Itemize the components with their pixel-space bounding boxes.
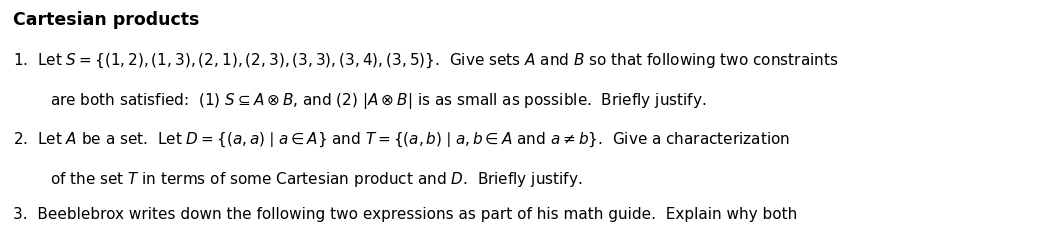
Text: 2.  Let $A$ be a set.  Let $D = \{(a,a) \mid a \in A\}$ and $T = \{(a,b) \mid a,: 2. Let $A$ be a set. Let $D = \{(a,a) \m… xyxy=(13,130,790,149)
Text: of the set $T$ in terms of some Cartesian product and $D$.  Briefly justify.: of the set $T$ in terms of some Cartesia… xyxy=(50,170,583,189)
Text: 3.  Beeblebrox writes down the following two expressions as part of his math gui: 3. Beeblebrox writes down the following … xyxy=(13,207,797,222)
Text: are both satisfied:  (1) $S \subseteq A \otimes B$, and (2) $|A \otimes B|$ is a: are both satisfied: (1) $S \subseteq A \… xyxy=(50,91,707,111)
Text: Cartesian products: Cartesian products xyxy=(13,11,199,29)
Text: 1.  Let $S = \{(1,2),(1,3),(2,1),(2,3),(3,3),(3,4),(3,5)\}$.  Give sets $A$ and : 1. Let $S = \{(1,2),(1,3),(2,1),(2,3),(3… xyxy=(13,51,838,70)
